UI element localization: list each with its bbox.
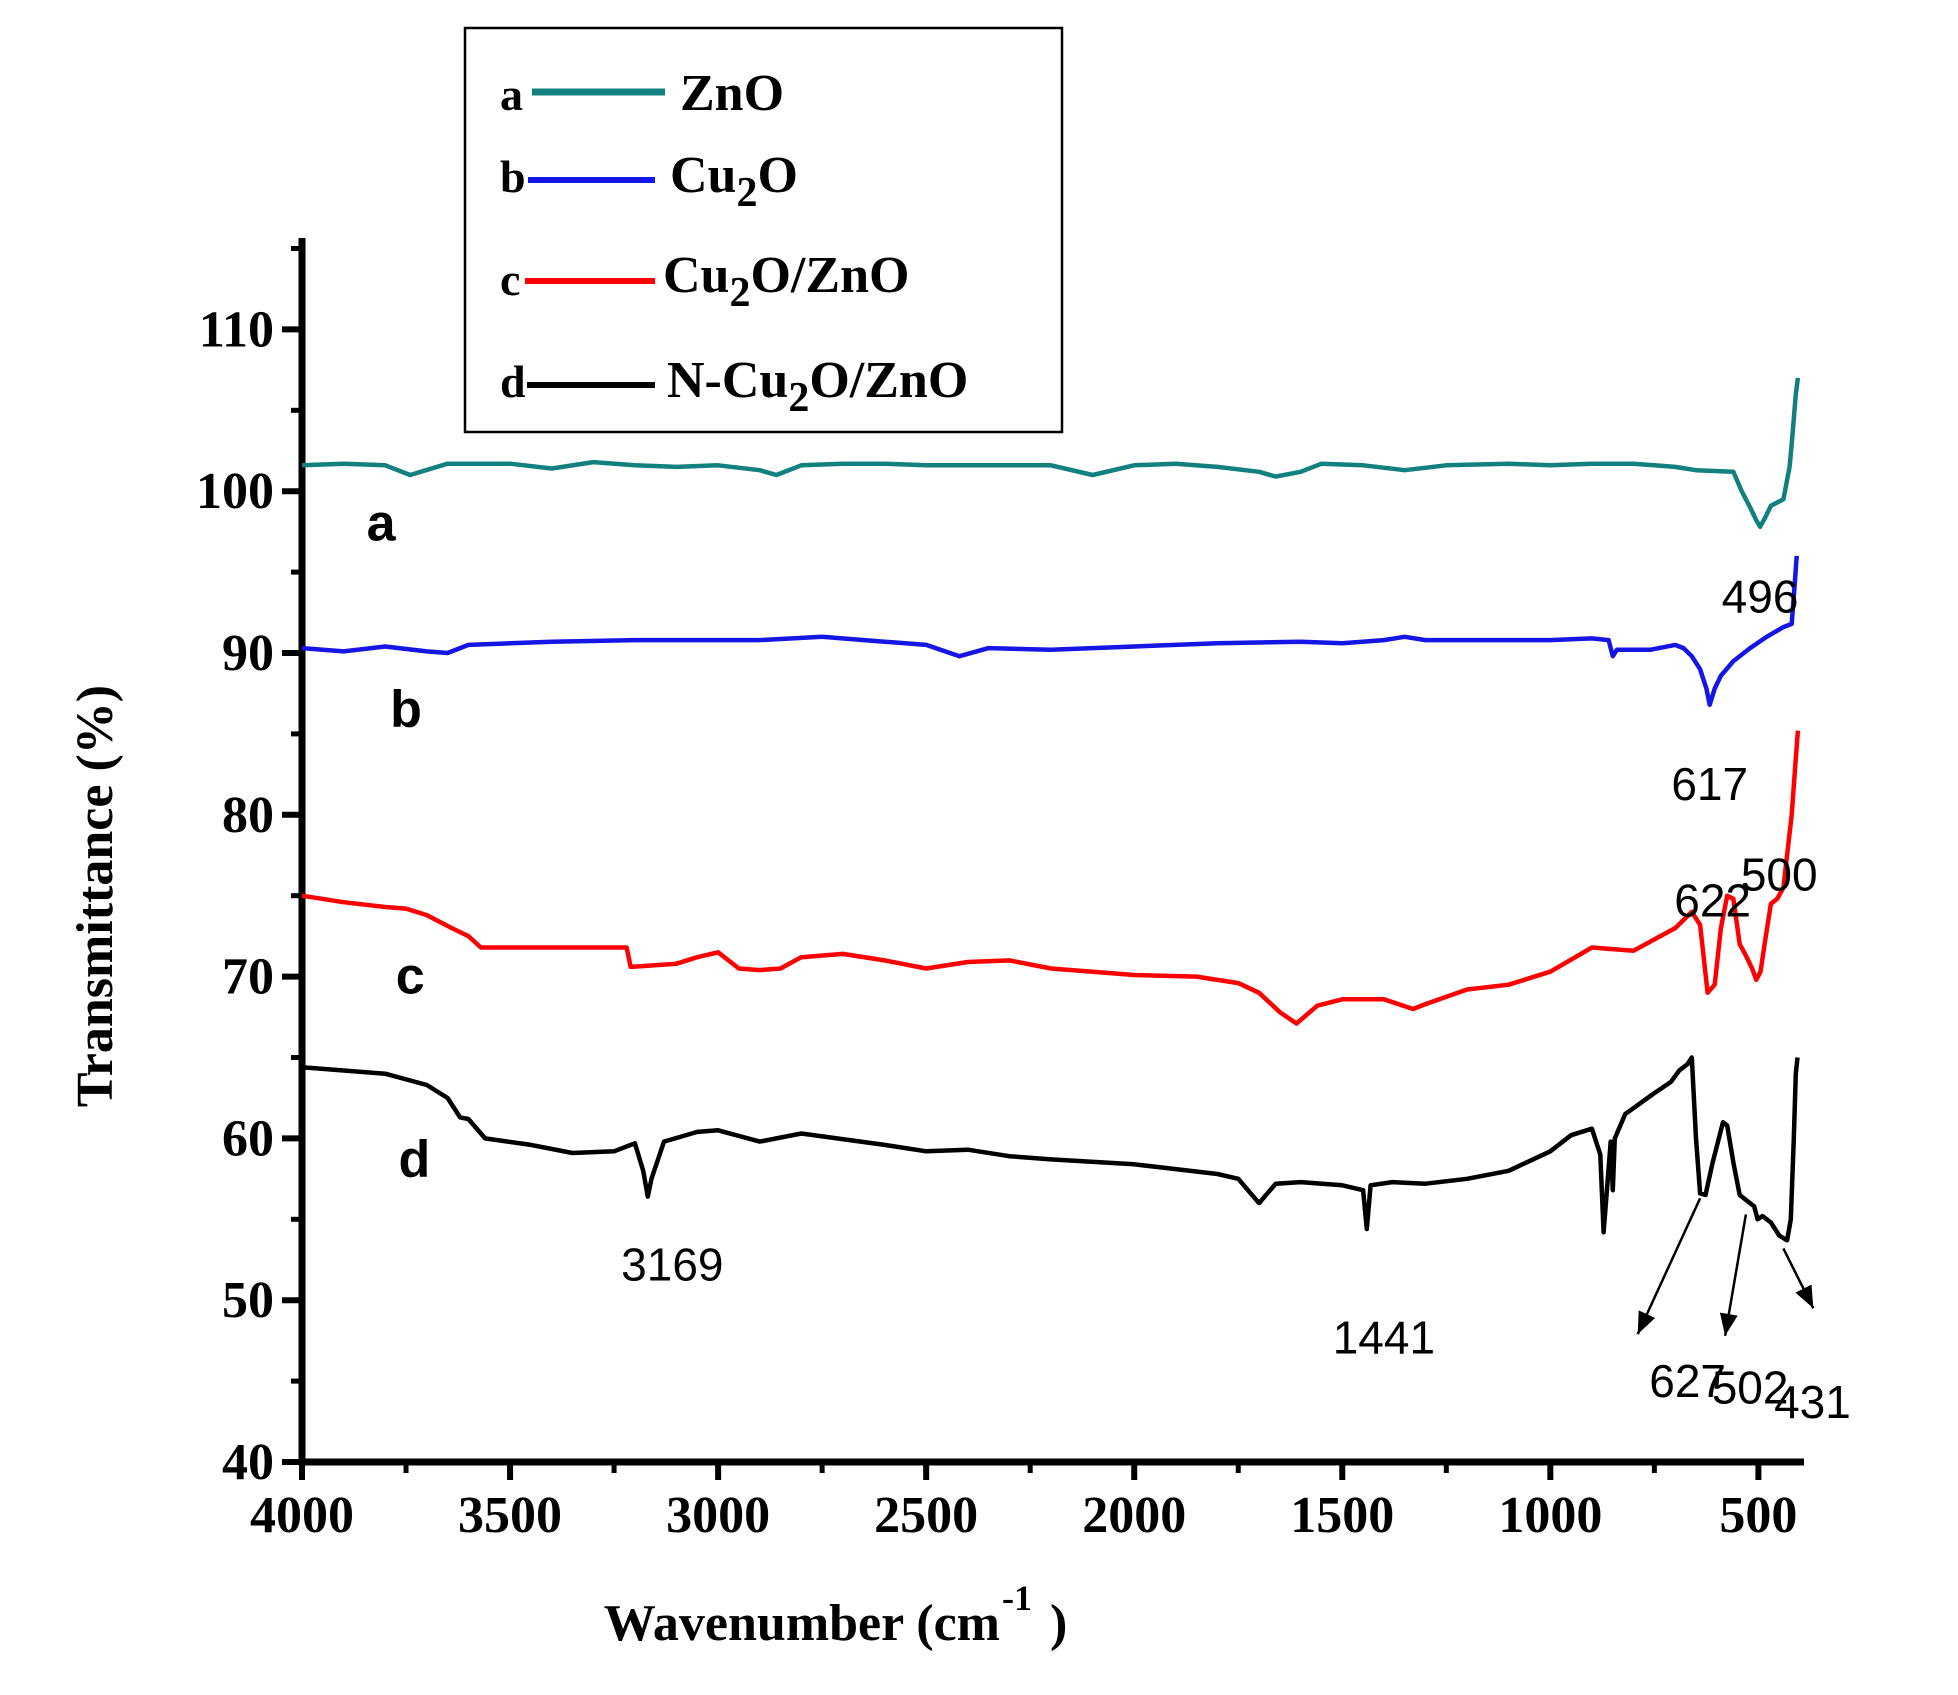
legend-letter-a: a: [500, 69, 523, 120]
axes: 40 50 60 70 80 90 100 110 4000 3500 3000 2500 2000 15…: [196, 238, 1804, 1544]
legend-label-zno: ZnO: [680, 65, 784, 122]
peak-label-622: 622: [1674, 875, 1751, 927]
legend: a ZnO b Cu2O c Cu2O/ZnO d N-Cu2O/ZnO: [463, 26, 1064, 434]
legend-letter-d: d: [500, 356, 526, 407]
y-tick-label: 60: [222, 1110, 274, 1167]
y-tick-label: 70: [222, 949, 274, 1006]
x-tick-label: 4000: [250, 1487, 354, 1544]
y-axis-title: Transmittance (%): [67, 685, 124, 1107]
arrow-head: [1795, 1284, 1814, 1309]
x-tick-label: 1500: [1290, 1487, 1394, 1544]
peak-label-502: 502: [1712, 1362, 1789, 1414]
y-tick-label: 50: [222, 1272, 274, 1329]
series-label-d: d: [398, 1130, 430, 1188]
peak-label-431: 431: [1774, 1376, 1851, 1428]
series-label-b: b: [390, 681, 422, 739]
x-tick-label: 2500: [874, 1487, 978, 1544]
series-label-c: c: [396, 948, 425, 1006]
legend-label-cu2o-zno: Cu2O/ZnO: [663, 247, 909, 316]
series-line-c: [301, 730, 1801, 1026]
x-axis-title-sup: -1: [1002, 1578, 1032, 1618]
x-axis-title-close: ): [1050, 1595, 1067, 1652]
legend-label-n-cu2o-zno: N-Cu2O/ZnO: [667, 352, 968, 421]
peak-label-3169: 3169: [621, 1239, 723, 1291]
y-tick-label: 80: [222, 787, 274, 844]
arrow-head: [1719, 1312, 1738, 1336]
y-tick-label: 40: [222, 1434, 274, 1491]
peak-label-496: 496: [1722, 570, 1799, 622]
x-axis-title: Wavenumber (cm: [604, 1595, 1000, 1652]
x-tick-label: 2000: [1082, 1487, 1186, 1544]
y-tick-label: 90: [222, 625, 274, 682]
x-tick-label: 1000: [1498, 1487, 1602, 1544]
x-tick-label: 500: [1719, 1487, 1797, 1544]
series-line-b: [301, 555, 1799, 708]
peak-label-500: 500: [1741, 849, 1818, 901]
series-label-a: a: [367, 495, 397, 553]
legend-letter-b: b: [500, 151, 526, 202]
series-line-d: [301, 1055, 1800, 1243]
y-tick-label: 110: [199, 301, 274, 358]
x-tick-label: 3500: [458, 1487, 562, 1544]
peak-label-617: 617: [1671, 758, 1748, 810]
arrow-head: [1637, 1310, 1656, 1335]
legend-label-cu2o: Cu2O: [670, 147, 798, 216]
legend-letter-c: c: [500, 254, 520, 305]
arrow-line: [1636, 1197, 1702, 1335]
series-group: a b c d: [301, 377, 1801, 1243]
series-line-a: [301, 377, 1801, 530]
y-tick-label: 100: [196, 463, 274, 520]
peak-label-1441: 1441: [1333, 1311, 1435, 1363]
peak-label-627: 627: [1649, 1355, 1726, 1407]
x-tick-label: 3000: [666, 1487, 770, 1544]
